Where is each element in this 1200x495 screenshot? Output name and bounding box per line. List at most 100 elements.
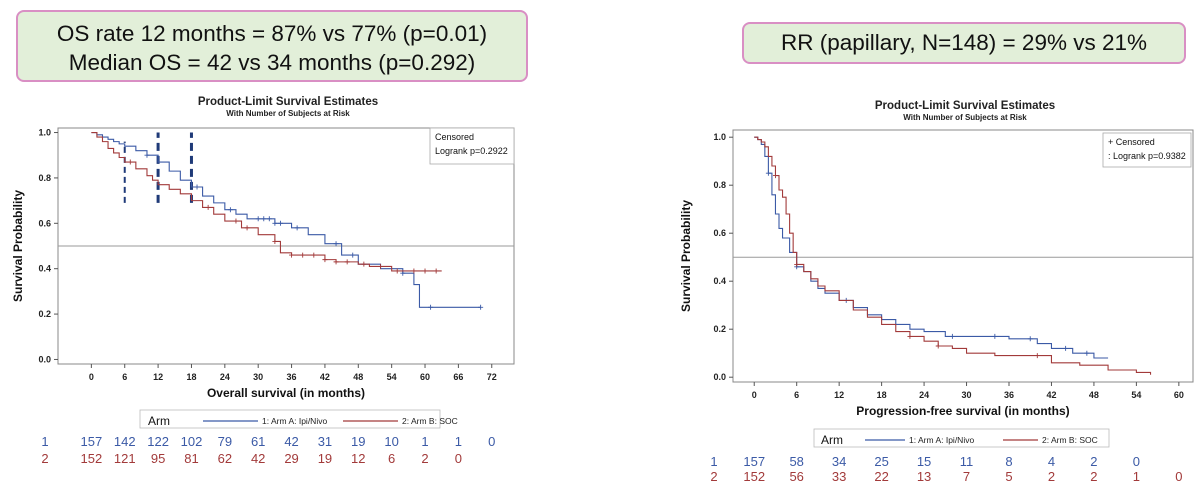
censor-mark <box>144 152 150 158</box>
risk-table-cell: 1 <box>1133 469 1140 484</box>
censor-mark <box>127 159 133 165</box>
y-tick-label: 0.0 <box>713 372 726 382</box>
logrank-text: Logrank p=0.2922 <box>435 146 508 156</box>
censor-mark <box>1034 353 1040 359</box>
risk-table-cell: 102 <box>181 434 203 449</box>
risk-row-label: 1 <box>41 434 48 449</box>
censor-mark <box>294 225 300 231</box>
x-tick-label: 0 <box>752 390 757 400</box>
risk-table-cell: 0 <box>1175 469 1182 484</box>
os-rate-text: OS rate 12 months = 87% vs 77% (p=0.01) <box>56 21 488 46</box>
risk-table-cell: 31 <box>318 434 332 449</box>
x-tick-label: 48 <box>1089 390 1099 400</box>
censor-mark <box>255 216 261 222</box>
risk-table-cell: 1 <box>455 434 462 449</box>
y-tick-label: 0.6 <box>713 228 726 238</box>
risk-table-cell: 1 <box>421 434 428 449</box>
x-tick-label: 18 <box>877 390 887 400</box>
y-tick-label: 0.4 <box>38 264 51 274</box>
x-tick-label: 54 <box>387 372 397 382</box>
risk-table-cell: 58 <box>789 454 803 469</box>
x-tick-label: 30 <box>253 372 263 382</box>
x-tick-label: 12 <box>834 390 844 400</box>
legend-box <box>429 127 515 165</box>
censor-mark <box>428 304 434 310</box>
risk-row-label: 2 <box>710 469 717 484</box>
risk-table-cell: 0 <box>1133 454 1140 469</box>
censor-mark <box>935 343 941 349</box>
x-axis-label: Overall survival (in months) <box>207 386 365 400</box>
risk-table-cell: 10 <box>384 434 398 449</box>
arm-legend-title: Arm <box>821 433 843 447</box>
risk-table-cell: 42 <box>284 434 298 449</box>
risk-table-cell: 2 <box>1090 469 1097 484</box>
y-tick-label: 0.2 <box>713 324 726 334</box>
x-tick-label: 6 <box>122 372 127 382</box>
risk-table-cell: 2 <box>1090 454 1097 469</box>
censor-mark <box>765 170 771 176</box>
x-tick-label: 66 <box>453 372 463 382</box>
censor-mark <box>1084 350 1090 356</box>
x-axis-label: Progression-free survival (in months) <box>856 404 1069 418</box>
x-tick-label: 48 <box>353 372 363 382</box>
response-rate-text: RR (papillary, N=148) = 29% vs 21% <box>781 30 1147 55</box>
x-tick-label: 6 <box>794 390 799 400</box>
censor-mark <box>361 261 367 267</box>
y-tick-label: 0.0 <box>38 354 51 364</box>
x-tick-label: 18 <box>186 372 196 382</box>
censor-mark <box>772 173 778 179</box>
risk-table-cell: 2 <box>421 451 428 466</box>
risk-table-cell: 34 <box>832 454 846 469</box>
x-tick-label: 24 <box>919 390 929 400</box>
risk-table-cell: 95 <box>151 451 165 466</box>
censor-mark <box>322 257 328 263</box>
arm-b-legend-label: 2: Arm B: SOC <box>1042 435 1098 445</box>
risk-table-cell: 122 <box>147 434 169 449</box>
risk-table-cell: 121 <box>114 451 136 466</box>
y-tick-label: 0.8 <box>713 180 726 190</box>
legend-box <box>1102 132 1192 168</box>
censor-mark <box>394 268 400 274</box>
censor-mark <box>1063 345 1069 351</box>
risk-table-cell: 6 <box>388 451 395 466</box>
x-tick-label: 12 <box>153 372 163 382</box>
censor-mark <box>272 238 278 244</box>
censor-mark <box>333 259 339 265</box>
censor-mark <box>400 270 406 276</box>
risk-table-cell: 8 <box>1005 454 1012 469</box>
series-2-curve <box>754 136 1152 375</box>
censor-mark <box>277 220 283 226</box>
risk-row-label: 2 <box>41 451 48 466</box>
x-tick-label: 42 <box>320 372 330 382</box>
risk-table-cell: 11 <box>960 454 974 469</box>
x-tick-label: 54 <box>1131 390 1141 400</box>
x-tick-label: 30 <box>962 390 972 400</box>
arm-b-legend-label: 2: Arm B: SOC <box>402 416 458 426</box>
os-summary-callout: OS rate 12 months = 87% vs 77% (p=0.01) … <box>16 10 528 82</box>
response-rate-callout: RR (papillary, N=148) = 29% vs 21% <box>742 22 1186 64</box>
censor-mark <box>1027 336 1033 342</box>
y-axis-label: Survival Probability <box>11 190 25 302</box>
censor-mark <box>333 241 339 247</box>
censor-mark <box>992 333 998 339</box>
y-tick-label: 0.6 <box>38 218 51 228</box>
risk-table-cell: 61 <box>251 434 265 449</box>
censor-mark <box>422 268 428 274</box>
censor-mark <box>949 333 955 339</box>
risk-table-cell: 25 <box>874 454 888 469</box>
risk-table-cell: 7 <box>963 469 970 484</box>
risk-table-cell: 142 <box>114 434 136 449</box>
censor-mark <box>344 259 350 265</box>
censor-mark <box>266 216 272 222</box>
logrank-text: : Logrank p=0.9382 <box>1108 151 1186 161</box>
censor-mark <box>794 261 800 267</box>
censor-mark <box>300 252 306 258</box>
median-os-text: Median OS = 42 vs 34 months (p=0.292) <box>68 50 476 75</box>
censor-mark <box>378 263 384 269</box>
y-tick-label: 0.4 <box>713 276 726 286</box>
censor-mark <box>227 207 233 213</box>
risk-table-cell: 15 <box>917 454 931 469</box>
censor-mark <box>244 225 250 231</box>
